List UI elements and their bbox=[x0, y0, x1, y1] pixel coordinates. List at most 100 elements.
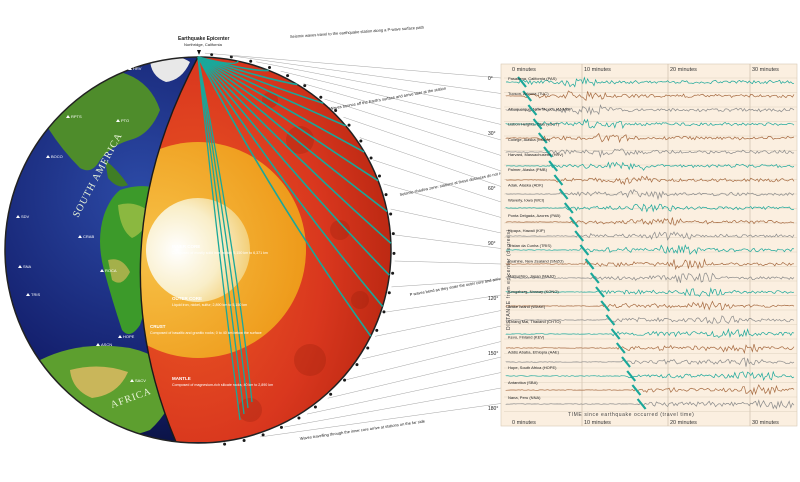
seismic-ray bbox=[197, 56, 298, 86]
p-wave-arrival bbox=[579, 244, 590, 256]
inner-core-layer bbox=[146, 198, 250, 302]
seismogram-trace bbox=[505, 161, 795, 171]
time-label-0: 0 minutes bbox=[512, 67, 536, 73]
seismogram-station-label: Tucson, Arizona (TUC) bbox=[508, 91, 549, 96]
seismogram-station-label: Chiang Mai, Thailand (CHTO) bbox=[508, 319, 561, 324]
station-marker-icon bbox=[313, 405, 317, 409]
mantle-title: MANTLE bbox=[172, 376, 191, 381]
connector-line bbox=[390, 208, 502, 234]
station-marker-icon bbox=[391, 232, 395, 236]
seismogram-trace bbox=[505, 104, 795, 116]
p-wave-arrival bbox=[600, 300, 611, 312]
seismogram-trace bbox=[505, 148, 795, 159]
seismic-ray bbox=[197, 56, 347, 127]
seismogram-station-label: Kipapa, Hawaii (KIP) bbox=[508, 228, 546, 233]
outer-core-text: Liquid iron, nickel, sulfur; 2,890 km to… bbox=[172, 303, 247, 307]
p-wave-arrival bbox=[636, 398, 647, 410]
connector-lines bbox=[204, 52, 502, 438]
globe-station-label: SNA bbox=[23, 264, 32, 269]
seismic-ray-paths bbox=[197, 56, 392, 421]
station-triangle-icon bbox=[66, 115, 70, 118]
p-wave-arrival bbox=[626, 370, 637, 382]
station-triangle-icon bbox=[16, 215, 20, 218]
station-labels: Pasadena, California (PAS) Tucson, Arizon… bbox=[508, 76, 571, 400]
station-marker-icon bbox=[249, 59, 253, 63]
seismogram-station-label: Hope, South Africa (HOPE) bbox=[508, 365, 557, 370]
time-label-20: 20 minutes bbox=[670, 67, 697, 73]
seismogram-trace bbox=[505, 118, 795, 129]
globe-station-label: RPTS bbox=[71, 114, 82, 119]
station-triangle-icon bbox=[96, 343, 100, 346]
p-wave-arrival bbox=[574, 230, 585, 242]
seismogram-trace bbox=[505, 244, 795, 255]
connector-line bbox=[384, 294, 502, 313]
seismogram-station-label: Lisbon Heights, Ohio (LSCT) bbox=[508, 122, 560, 127]
seismic-ray bbox=[197, 56, 365, 153]
callout-text: Seismic waves travel to the earthquake s… bbox=[290, 25, 424, 39]
epicenter-title: Earthquake Epicenter bbox=[178, 36, 229, 42]
station-marker-icon bbox=[355, 363, 359, 367]
seismogram-station-label: Harvard, Massachusetts (HRV) bbox=[508, 152, 564, 157]
station-triangle-icon bbox=[130, 379, 134, 382]
connector-line bbox=[394, 260, 502, 265]
station-marker-icon bbox=[286, 74, 290, 78]
station-marker-icon bbox=[343, 378, 347, 382]
p-wave-arrival bbox=[610, 328, 621, 340]
seismogram-station-label: Pasadena, California (PAS) bbox=[508, 76, 557, 81]
time-label-10: 10 minutes bbox=[584, 67, 611, 73]
station-triangle-icon bbox=[46, 155, 50, 158]
station-marker-icon bbox=[279, 425, 283, 429]
seismic-ray bbox=[197, 56, 384, 307]
station-marker-icon bbox=[347, 123, 351, 127]
station-marker-icon bbox=[389, 212, 393, 216]
globe-station-labels: HRV RPTS PTO BOCO SDV CRAB ROCA SNA TRIS HOPE ASCN… bbox=[16, 66, 146, 409]
distance-label: 0° bbox=[488, 76, 493, 82]
seismogram-station-label: Kongsberg, Norway (KONO) bbox=[508, 289, 559, 294]
seismogram-trace bbox=[505, 287, 795, 297]
crust-title: CRUST bbox=[150, 324, 166, 329]
seismogram-trace bbox=[505, 370, 795, 382]
p-wave-arrival bbox=[584, 258, 595, 270]
p-wave-arrival bbox=[615, 342, 626, 354]
seismogram-station-label: Albuquerque, New Mexico (ANMO) bbox=[508, 106, 571, 111]
connector-line bbox=[256, 61, 502, 110]
connector-line bbox=[343, 116, 502, 172]
globe-station-label: CRAB bbox=[83, 234, 94, 239]
station-marker-icon bbox=[375, 328, 379, 332]
seismogram-trace bbox=[506, 344, 795, 354]
outer-core-title: OUTER CORE bbox=[172, 296, 202, 301]
p-wave-arrival bbox=[569, 216, 579, 228]
station-triangle-icon bbox=[128, 67, 132, 70]
seismogram-trace bbox=[505, 231, 795, 241]
seismogram-trace bbox=[505, 272, 795, 283]
p-wave-arrival bbox=[621, 356, 631, 368]
globe-station-label: ASCN bbox=[101, 342, 112, 347]
seismogram-station-label: Antarctica (SBA) bbox=[508, 380, 538, 385]
distance-label: 120° bbox=[488, 296, 498, 302]
seismogram-trace bbox=[505, 217, 795, 226]
station-marker-icon bbox=[391, 271, 395, 275]
globe-station-label: PTO bbox=[121, 118, 129, 123]
distance-label: 150° bbox=[488, 351, 498, 357]
connector-line bbox=[230, 55, 502, 94]
seismogram-trace bbox=[505, 132, 795, 144]
seismogram-station-label: Wake Island (WAKE) bbox=[508, 304, 546, 309]
p-wave-arrival bbox=[522, 90, 533, 102]
connector-line bbox=[260, 403, 502, 438]
seismogram-station-label: Ponta Delgada, Azores (PAB) bbox=[508, 213, 561, 218]
connector-line bbox=[362, 325, 502, 360]
seismic-ray bbox=[197, 56, 324, 105]
seismic-ray bbox=[197, 56, 392, 244]
time-label-bottom-20: 20 minutes bbox=[670, 420, 697, 426]
station-marker-icon bbox=[387, 291, 391, 295]
seismogram-traces bbox=[505, 76, 795, 410]
globe-station-label: HRV bbox=[133, 66, 142, 71]
connector-line bbox=[375, 310, 502, 337]
mantle-text: Composed of magnesium-rich silicate rock… bbox=[172, 383, 273, 387]
connector-line bbox=[284, 387, 502, 428]
mantle-note: MANTLE Composed of magnesium-rich silica… bbox=[172, 376, 273, 387]
time-label-bottom-10: 10 minutes bbox=[584, 420, 611, 426]
connector-line bbox=[280, 70, 502, 125]
seismogram-station-label: Kevo, Finland (KEV) bbox=[508, 334, 545, 339]
seismogram-station-label: Tristan da Cunha (TRIS) bbox=[508, 243, 552, 248]
